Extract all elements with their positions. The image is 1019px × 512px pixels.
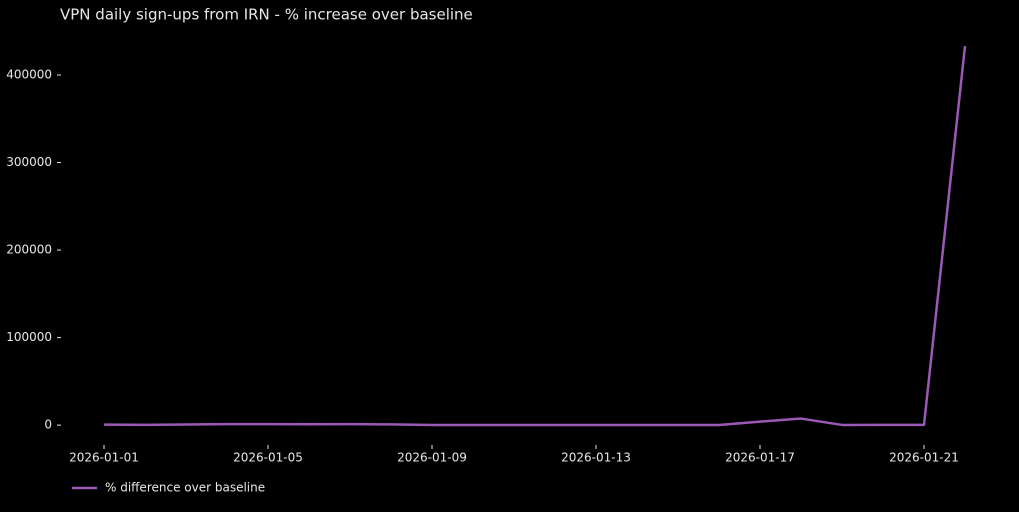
y-tick-label: 300000	[6, 155, 52, 169]
x-tick-label: 2026-01-17	[725, 451, 795, 465]
legend-label: % difference over baseline	[105, 481, 265, 495]
y-tick-label: 400000	[6, 68, 52, 82]
y-tick-label: 100000	[6, 330, 52, 344]
x-tick-label: 2026-01-13	[561, 451, 631, 465]
x-tick-label: 2026-01-21	[889, 451, 959, 465]
data-line	[103, 45, 967, 427]
chart-title: VPN daily sign-ups from IRN - % increase…	[60, 6, 473, 24]
x-tick-label: 2026-01-05	[233, 451, 303, 465]
x-tick-label: 2026-01-01	[69, 451, 139, 465]
y-tick-label: 200000	[6, 243, 52, 257]
x-tick-label: 2026-01-09	[397, 451, 467, 465]
y-tick-label: 0	[44, 418, 52, 432]
